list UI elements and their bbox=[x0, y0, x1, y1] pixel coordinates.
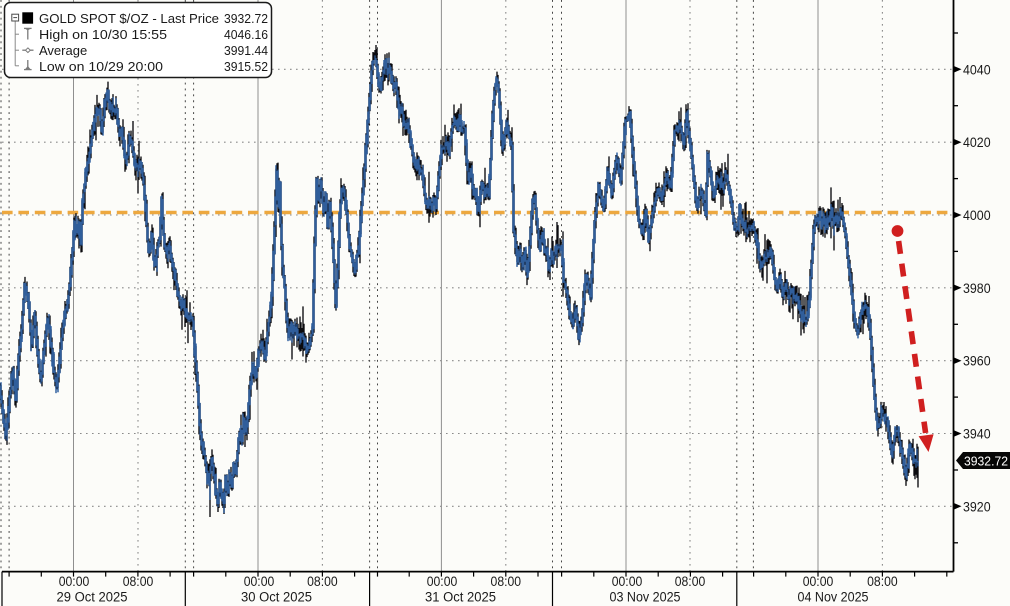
svg-text:08:00: 08:00 bbox=[491, 574, 522, 589]
svg-text:00:00: 00:00 bbox=[427, 574, 458, 589]
svg-text:03 Nov 2025: 03 Nov 2025 bbox=[610, 590, 681, 605]
svg-text:00:00: 00:00 bbox=[244, 574, 275, 589]
svg-text:4020: 4020 bbox=[963, 135, 991, 150]
svg-text:29 Oct 2025: 29 Oct 2025 bbox=[57, 590, 128, 605]
svg-text:3920: 3920 bbox=[963, 499, 991, 514]
svg-text:08:00: 08:00 bbox=[123, 574, 154, 589]
svg-text:3960: 3960 bbox=[963, 354, 991, 369]
svg-text:Average: Average bbox=[39, 43, 87, 58]
svg-text:3932.72: 3932.72 bbox=[224, 11, 268, 26]
svg-text:04 Nov 2025: 04 Nov 2025 bbox=[798, 590, 869, 605]
svg-text:31 Oct 2025: 31 Oct 2025 bbox=[425, 590, 496, 605]
svg-text:3940: 3940 bbox=[963, 427, 991, 442]
svg-text:GOLD SPOT $/OZ - Last Price: GOLD SPOT $/OZ - Last Price bbox=[39, 11, 219, 26]
svg-text:4046.16: 4046.16 bbox=[224, 27, 268, 42]
svg-text:08:00: 08:00 bbox=[867, 574, 898, 589]
svg-text:4000: 4000 bbox=[963, 208, 991, 223]
svg-text:00:00: 00:00 bbox=[803, 574, 834, 589]
svg-text:00:00: 00:00 bbox=[612, 574, 643, 589]
svg-text:08:00: 08:00 bbox=[675, 574, 706, 589]
svg-text:High on 10/30 15:55: High on 10/30 15:55 bbox=[39, 27, 167, 42]
svg-text:08:00: 08:00 bbox=[307, 574, 338, 589]
svg-text:4040: 4040 bbox=[963, 62, 991, 77]
svg-text:3980: 3980 bbox=[963, 281, 991, 296]
svg-text:00:00: 00:00 bbox=[59, 574, 90, 589]
svg-text:Low on 10/29 20:00: Low on 10/29 20:00 bbox=[39, 59, 163, 74]
svg-text:30 Oct 2025: 30 Oct 2025 bbox=[241, 590, 312, 605]
svg-text:3991.44: 3991.44 bbox=[224, 43, 268, 58]
svg-text:3915.52: 3915.52 bbox=[224, 59, 268, 74]
svg-text:3932.72: 3932.72 bbox=[964, 454, 1008, 469]
